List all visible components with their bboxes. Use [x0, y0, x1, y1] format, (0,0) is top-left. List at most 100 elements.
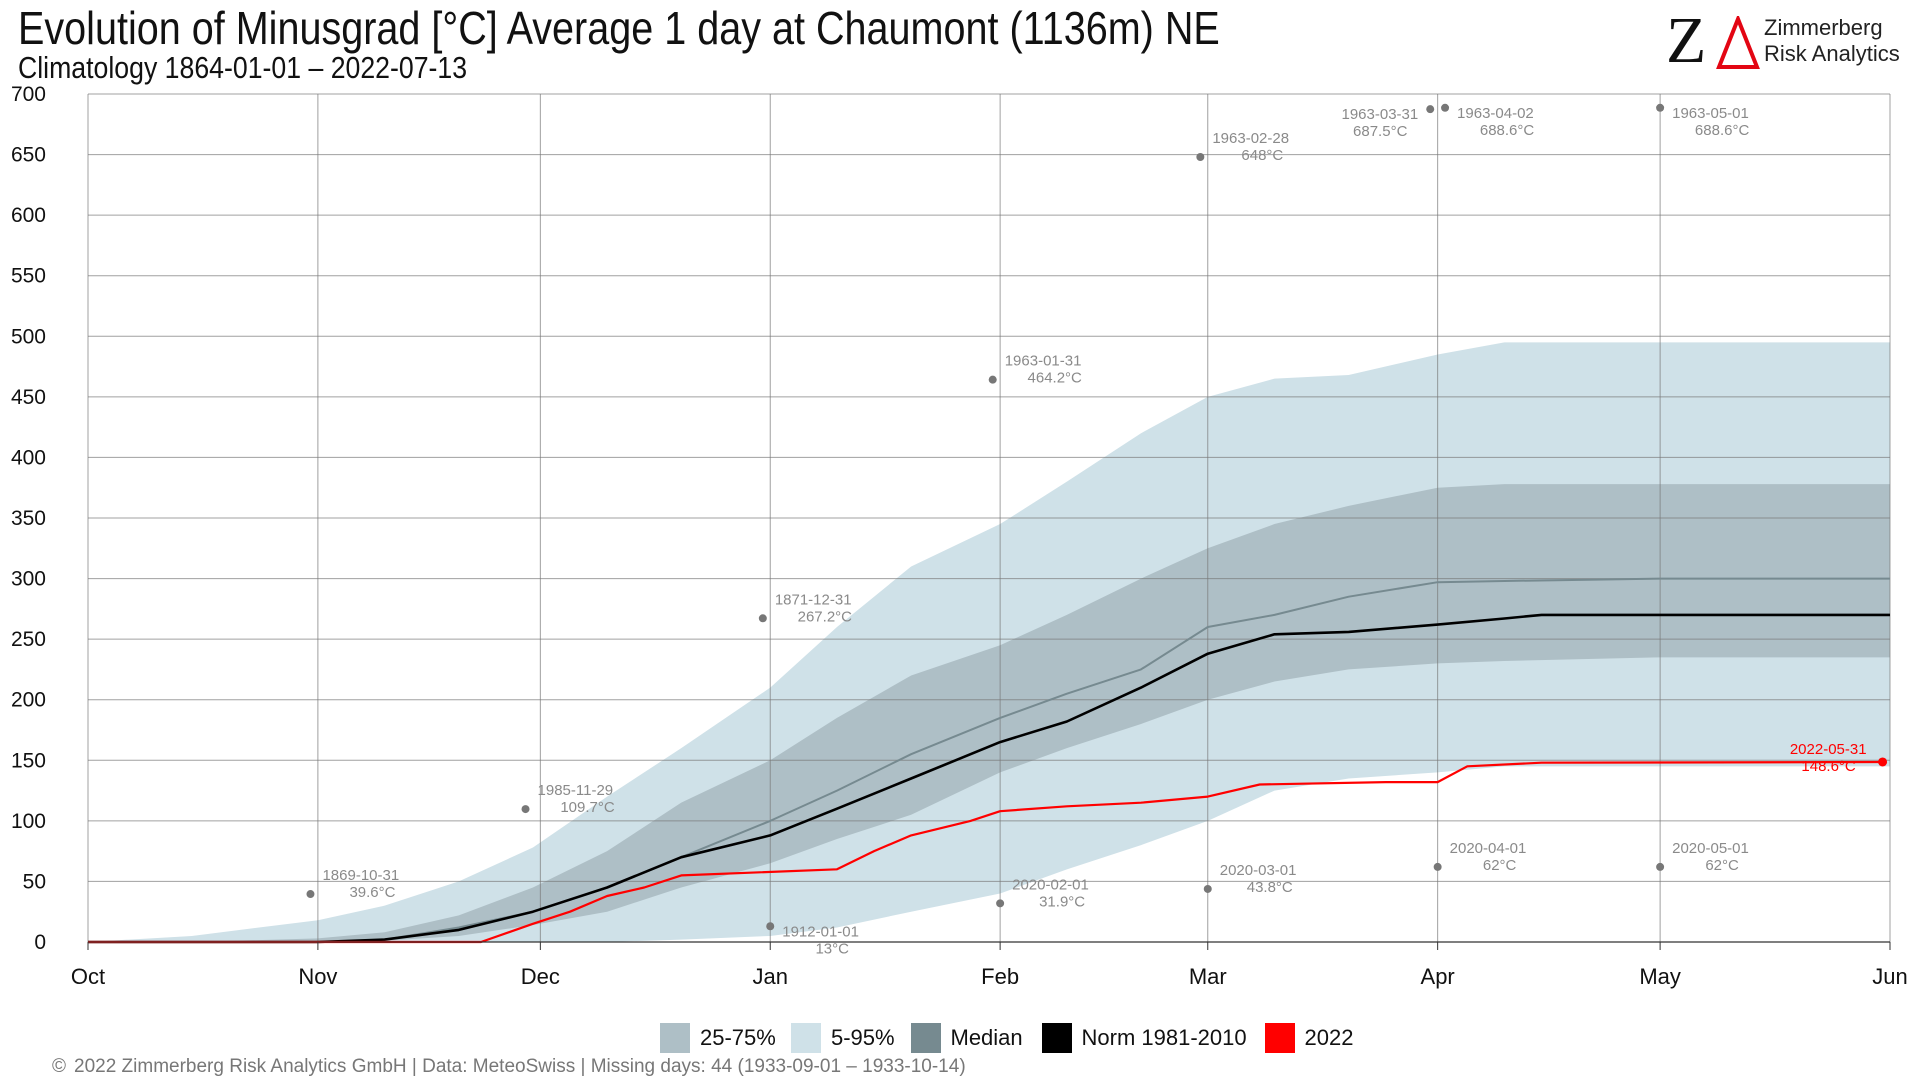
x-tick-label: Mar [1189, 964, 1227, 989]
y-tick-label: 350 [11, 507, 46, 530]
y-tick-label: 550 [11, 265, 46, 288]
legend-item-25-75: 25-75% [660, 1020, 776, 1056]
annotation-value: 688.6°C [1695, 122, 1750, 139]
annotation-point [988, 375, 997, 384]
y-tick-label: 650 [11, 144, 46, 167]
legend-item-norm-1981-2010: Norm 1981-2010 [1041, 1020, 1247, 1056]
annotation-value: 31.9°C [1039, 893, 1085, 910]
annotation-point [1426, 105, 1435, 114]
y-tick-label: 400 [11, 446, 46, 469]
annotation-date: 1985-11-29 [538, 782, 614, 799]
x-tick-label: Jun [1872, 964, 1907, 989]
annotation-value: 687.5°C [1353, 123, 1408, 140]
legend-item-5-95: 5-95% [791, 1020, 895, 1056]
x-tick-label: Apr [1421, 964, 1455, 989]
annotation-point [1441, 103, 1450, 112]
bands-layer [88, 342, 1890, 942]
annotation-date: 1869-10-31 [322, 867, 399, 884]
y-tick-label: 100 [11, 810, 46, 833]
legend-label: Norm 1981-2010 [1081, 1025, 1247, 1050]
annotation-date: 2020-03-01 [1220, 862, 1297, 879]
annotation-point [1656, 862, 1665, 871]
annotation-value: 39.6°C [349, 884, 395, 901]
annotation-date: 2020-05-01 [1672, 840, 1749, 857]
copyright-symbol: © [52, 1056, 66, 1077]
legend-item-2022: 2022 [1264, 1020, 1354, 1056]
annotation-value: 688.6°C [1480, 122, 1535, 139]
annotation-point [766, 922, 775, 931]
y-tick-label: 300 [11, 568, 46, 591]
lines-layer [88, 577, 1890, 944]
legend-label: 2022 [1304, 1025, 1354, 1050]
legend-swatch [791, 1023, 821, 1053]
y-tick-label: 0 [34, 931, 46, 954]
annotation-date: 1963-03-31 [1341, 106, 1418, 123]
annotation-date: 1963-04-02 [1457, 105, 1534, 122]
legend-swatch [660, 1023, 690, 1053]
x-tick-label: Oct [71, 964, 105, 989]
x-tick-label: Dec [521, 964, 560, 989]
annotation-point [1878, 757, 1888, 767]
legend-swatch [1264, 1023, 1295, 1053]
annotation-value: 62°C [1705, 857, 1739, 874]
y-tick-label: 500 [11, 325, 46, 348]
annotation-value: 62°C [1483, 857, 1517, 874]
y-tick-label: 250 [11, 628, 46, 651]
annotation-value: 148.6°C [1801, 758, 1856, 775]
series-line-2022 [88, 760, 1883, 944]
legend-label: 5-95% [831, 1025, 895, 1050]
chart-legend: 25-75% 5-95% Median Norm 1981-2010 2022 [0, 1020, 1920, 1056]
y-tick-label: 450 [11, 386, 46, 409]
legend-swatch [910, 1023, 941, 1053]
annotation-value: 13°C [815, 940, 849, 957]
footer-text: 2022 Zimmerberg Risk Analytics GmbH | Da… [74, 1056, 966, 1077]
logo-line-1: Zimmerberg [1764, 15, 1883, 40]
annotation-date: 1963-05-01 [1672, 105, 1749, 122]
logo-z-letter: Z [1666, 4, 1707, 77]
annotation-date: 2020-04-01 [1450, 840, 1527, 857]
annotation-value: 267.2°C [798, 608, 853, 625]
legend-label: 25-75% [700, 1025, 776, 1050]
y-tick-label: 200 [11, 689, 46, 712]
annotation-point [306, 890, 315, 899]
y-tick-label: 600 [11, 204, 46, 227]
annotation-date: 1963-01-31 [1005, 353, 1082, 370]
y-tick-label: 700 [11, 83, 46, 106]
annotation-point [1196, 152, 1205, 161]
annotation-value: 43.8°C [1247, 879, 1293, 896]
x-tick-label: Feb [981, 964, 1019, 989]
x-tick-label: Nov [298, 964, 337, 989]
legend-item-median: Median [910, 1020, 1023, 1056]
band-25-75 [88, 484, 1890, 942]
annotation-date: 2022-05-31 [1790, 741, 1867, 758]
annotation-point [1203, 884, 1212, 893]
axes-layer: 0 50 100 150 200 250 300 350 400 450 500 550 600 650 7… [11, 83, 1908, 989]
annotation-point [521, 805, 530, 814]
logo-triangle-icon [1716, 16, 1760, 69]
y-tick-label: 50 [23, 870, 46, 893]
annotation-value: 109.7°C [560, 799, 615, 816]
footer-credits: © 2022 Zimmerberg Risk Analytics GmbH | D… [52, 1056, 966, 1078]
x-tick-label: Jan [752, 964, 787, 989]
annotation-date: 1871-12-31 [775, 591, 852, 608]
company-logo: Z Zimmerberg Risk Analytics [1660, 4, 1910, 77]
x-tick-label: May [1639, 964, 1681, 989]
annotation-point [996, 899, 1005, 908]
annotation-point [758, 614, 767, 623]
annotation-value: 648°C [1241, 147, 1283, 164]
legend-swatch [1041, 1023, 1072, 1053]
